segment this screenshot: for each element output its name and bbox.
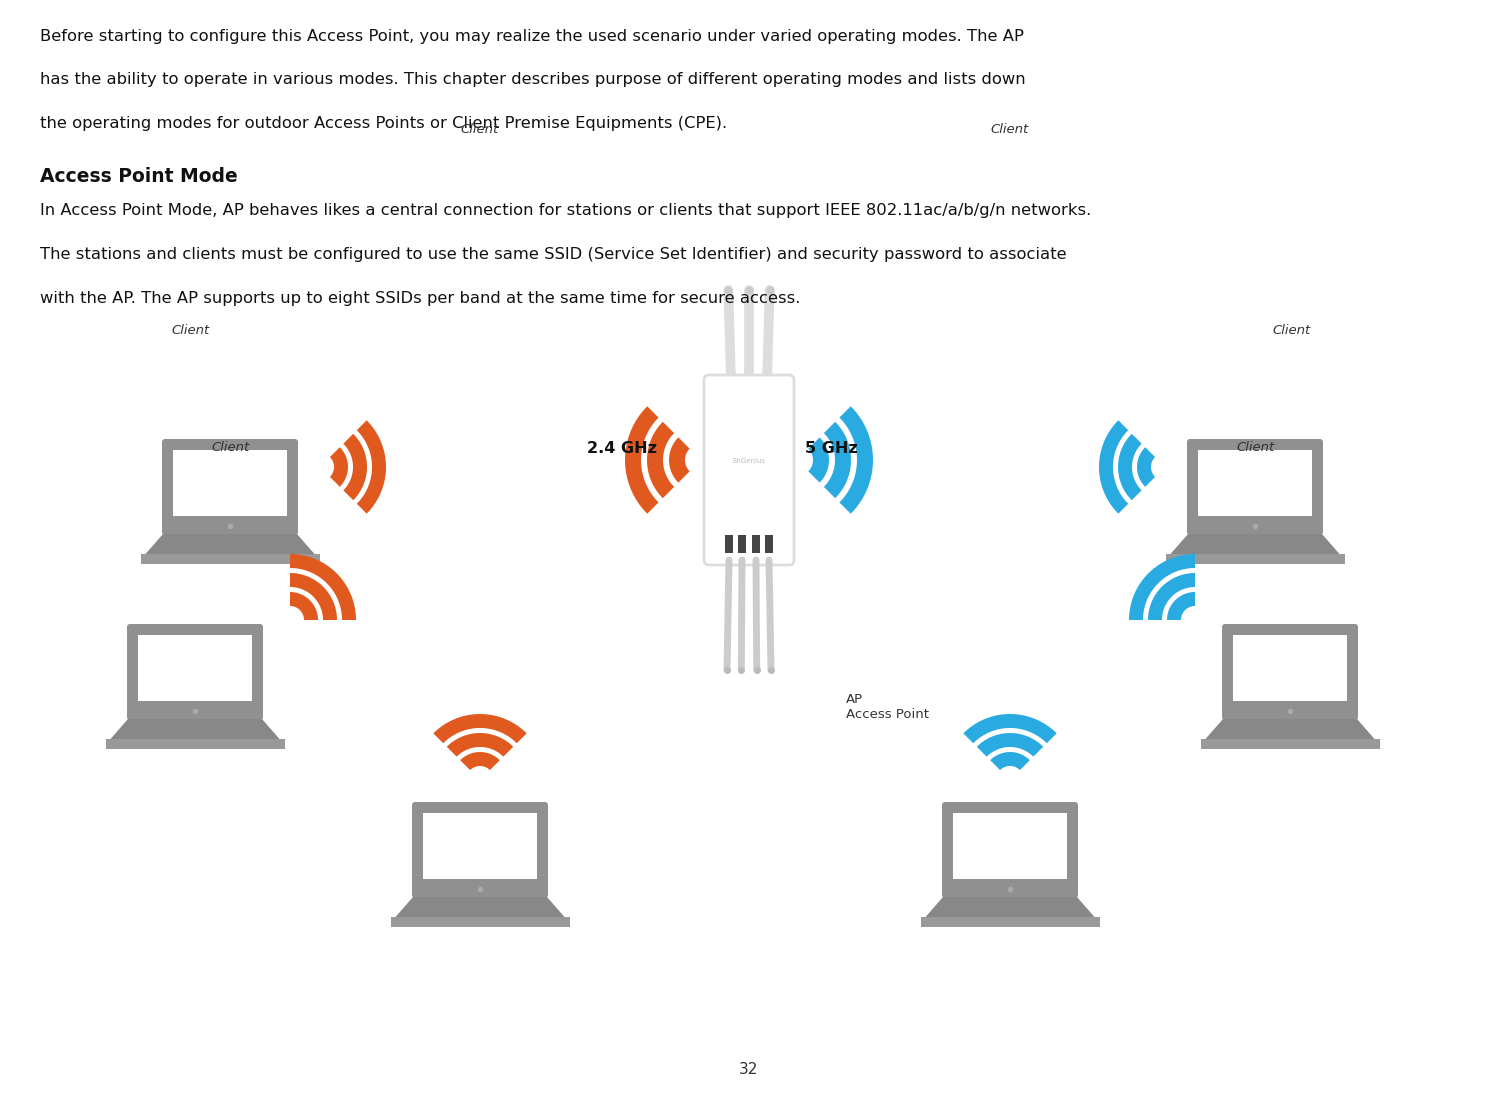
FancyBboxPatch shape [1200,739,1380,749]
FancyBboxPatch shape [704,375,794,565]
Polygon shape [291,554,357,620]
FancyBboxPatch shape [953,813,1067,879]
Polygon shape [1129,554,1195,620]
Polygon shape [343,433,367,500]
FancyBboxPatch shape [141,554,319,564]
FancyBboxPatch shape [725,535,733,553]
Text: Before starting to configure this Access Point, you may realize the used scenari: Before starting to configure this Access… [40,29,1025,44]
Polygon shape [1147,573,1195,620]
Text: the operating modes for outdoor Access Points or Client Premise Equipments (CPE): the operating modes for outdoor Access P… [40,116,728,132]
Polygon shape [990,753,1029,770]
Polygon shape [357,420,386,513]
Polygon shape [1137,448,1155,487]
FancyBboxPatch shape [752,535,759,553]
FancyBboxPatch shape [1198,450,1312,516]
Text: Access Point Mode: Access Point Mode [40,167,238,185]
FancyBboxPatch shape [1165,554,1345,564]
Polygon shape [647,422,674,498]
FancyBboxPatch shape [162,439,298,535]
Text: 2.4 GHz: 2.4 GHz [587,441,656,456]
FancyBboxPatch shape [739,535,746,553]
Text: with the AP. The AP supports up to eight SSIDs per band at the same time for sec: with the AP. The AP supports up to eight… [40,291,801,306]
Polygon shape [291,573,337,620]
Polygon shape [839,406,873,513]
FancyBboxPatch shape [138,635,252,701]
FancyBboxPatch shape [127,624,264,720]
Polygon shape [1170,534,1339,554]
FancyBboxPatch shape [391,917,569,927]
Polygon shape [291,592,318,620]
Polygon shape [963,714,1056,744]
FancyBboxPatch shape [105,739,285,749]
Polygon shape [446,733,514,757]
Polygon shape [1118,433,1141,500]
FancyBboxPatch shape [920,917,1100,927]
Polygon shape [433,714,527,744]
Polygon shape [926,897,1095,917]
FancyBboxPatch shape [765,535,773,553]
FancyBboxPatch shape [1186,439,1323,535]
Text: Client: Client [460,123,499,136]
Polygon shape [977,733,1043,757]
Polygon shape [460,753,500,770]
Polygon shape [1167,592,1195,620]
Polygon shape [395,897,565,917]
FancyBboxPatch shape [422,813,536,879]
Polygon shape [625,406,659,513]
Polygon shape [1206,719,1375,739]
Polygon shape [330,448,348,487]
Text: Client: Client [1272,324,1311,337]
FancyBboxPatch shape [1233,635,1347,701]
Polygon shape [1100,420,1128,513]
FancyBboxPatch shape [172,450,288,516]
Text: The stations and clients must be configured to use the same SSID (Service Set Id: The stations and clients must be configu… [40,247,1067,262]
Text: AP
Access Point: AP Access Point [846,693,929,722]
Text: 5 GHz: 5 GHz [804,441,858,456]
FancyBboxPatch shape [1222,624,1359,720]
Text: 32: 32 [740,1062,758,1077]
Polygon shape [111,719,280,739]
Text: has the ability to operate in various modes. This chapter describes purpose of d: has the ability to operate in various mo… [40,72,1026,88]
Text: In Access Point Mode, AP behaves likes a central connection for stations or clie: In Access Point Mode, AP behaves likes a… [40,203,1092,218]
Polygon shape [809,438,828,483]
FancyBboxPatch shape [942,802,1079,898]
FancyBboxPatch shape [412,802,548,898]
Polygon shape [824,422,851,498]
Text: EnGenius: EnGenius [733,459,765,464]
Polygon shape [670,438,689,483]
Text: Client: Client [990,123,1029,136]
Text: Client: Client [1236,441,1275,454]
Polygon shape [145,534,315,554]
Text: Client: Client [171,324,210,337]
Text: Client: Client [211,441,250,454]
